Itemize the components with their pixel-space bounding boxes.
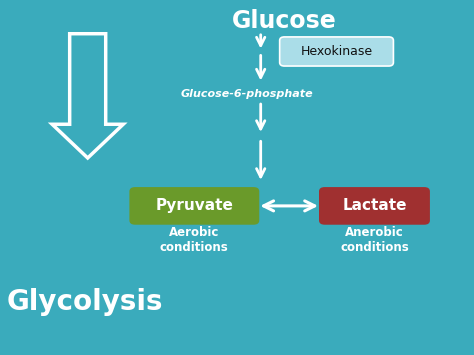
Text: Glycolysis: Glycolysis: [7, 288, 164, 316]
FancyBboxPatch shape: [280, 37, 393, 66]
FancyBboxPatch shape: [129, 187, 259, 225]
Text: Aerobic
conditions: Aerobic conditions: [160, 226, 229, 253]
Text: Hexokinase: Hexokinase: [301, 45, 373, 58]
FancyBboxPatch shape: [319, 187, 430, 225]
Text: Anerobic
conditions: Anerobic conditions: [340, 226, 409, 253]
Text: Lactate: Lactate: [342, 198, 407, 213]
Text: Pyruvate: Pyruvate: [155, 198, 233, 213]
Text: Glucose-6-phosphate: Glucose-6-phosphate: [180, 89, 313, 99]
Text: Glucose: Glucose: [232, 9, 337, 33]
